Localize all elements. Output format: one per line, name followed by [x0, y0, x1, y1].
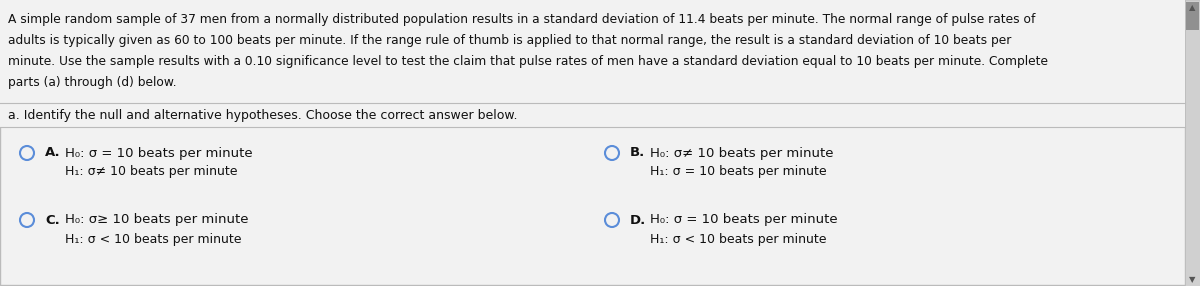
Text: H₁: σ < 10 beats per minute: H₁: σ < 10 beats per minute [65, 233, 241, 245]
FancyBboxPatch shape [0, 103, 1186, 127]
FancyBboxPatch shape [1186, 0, 1200, 286]
Text: minute. Use the sample results with a 0.10 significance level to test the claim : minute. Use the sample results with a 0.… [8, 55, 1048, 68]
Text: a. Identify the null and alternative hypotheses. Choose the correct answer below: a. Identify the null and alternative hyp… [8, 108, 517, 122]
Text: H₁: σ = 10 beats per minute: H₁: σ = 10 beats per minute [650, 166, 827, 178]
Text: H₀: σ≥ 10 beats per minute: H₀: σ≥ 10 beats per minute [65, 214, 248, 227]
Text: H₁: σ < 10 beats per minute: H₁: σ < 10 beats per minute [650, 233, 827, 245]
Text: A simple random sample of 37 men from a normally distributed population results : A simple random sample of 37 men from a … [8, 13, 1036, 26]
FancyBboxPatch shape [1186, 2, 1199, 30]
FancyBboxPatch shape [0, 0, 1186, 103]
Text: A.: A. [46, 146, 61, 160]
Text: ▼: ▼ [1189, 275, 1195, 285]
Text: parts (a) through (d) below.: parts (a) through (d) below. [8, 76, 176, 89]
Text: adults is typically given as 60 to 100 beats per minute. If the range rule of th: adults is typically given as 60 to 100 b… [8, 34, 1012, 47]
Text: C.: C. [46, 214, 60, 227]
Text: H₀: σ≠ 10 beats per minute: H₀: σ≠ 10 beats per minute [650, 146, 834, 160]
Text: D.: D. [630, 214, 647, 227]
Text: H₀: σ = 10 beats per minute: H₀: σ = 10 beats per minute [650, 214, 838, 227]
Text: H₁: σ≠ 10 beats per minute: H₁: σ≠ 10 beats per minute [65, 166, 238, 178]
Text: H₀: σ = 10 beats per minute: H₀: σ = 10 beats per minute [65, 146, 253, 160]
Text: B.: B. [630, 146, 646, 160]
Text: ▲: ▲ [1189, 3, 1195, 13]
